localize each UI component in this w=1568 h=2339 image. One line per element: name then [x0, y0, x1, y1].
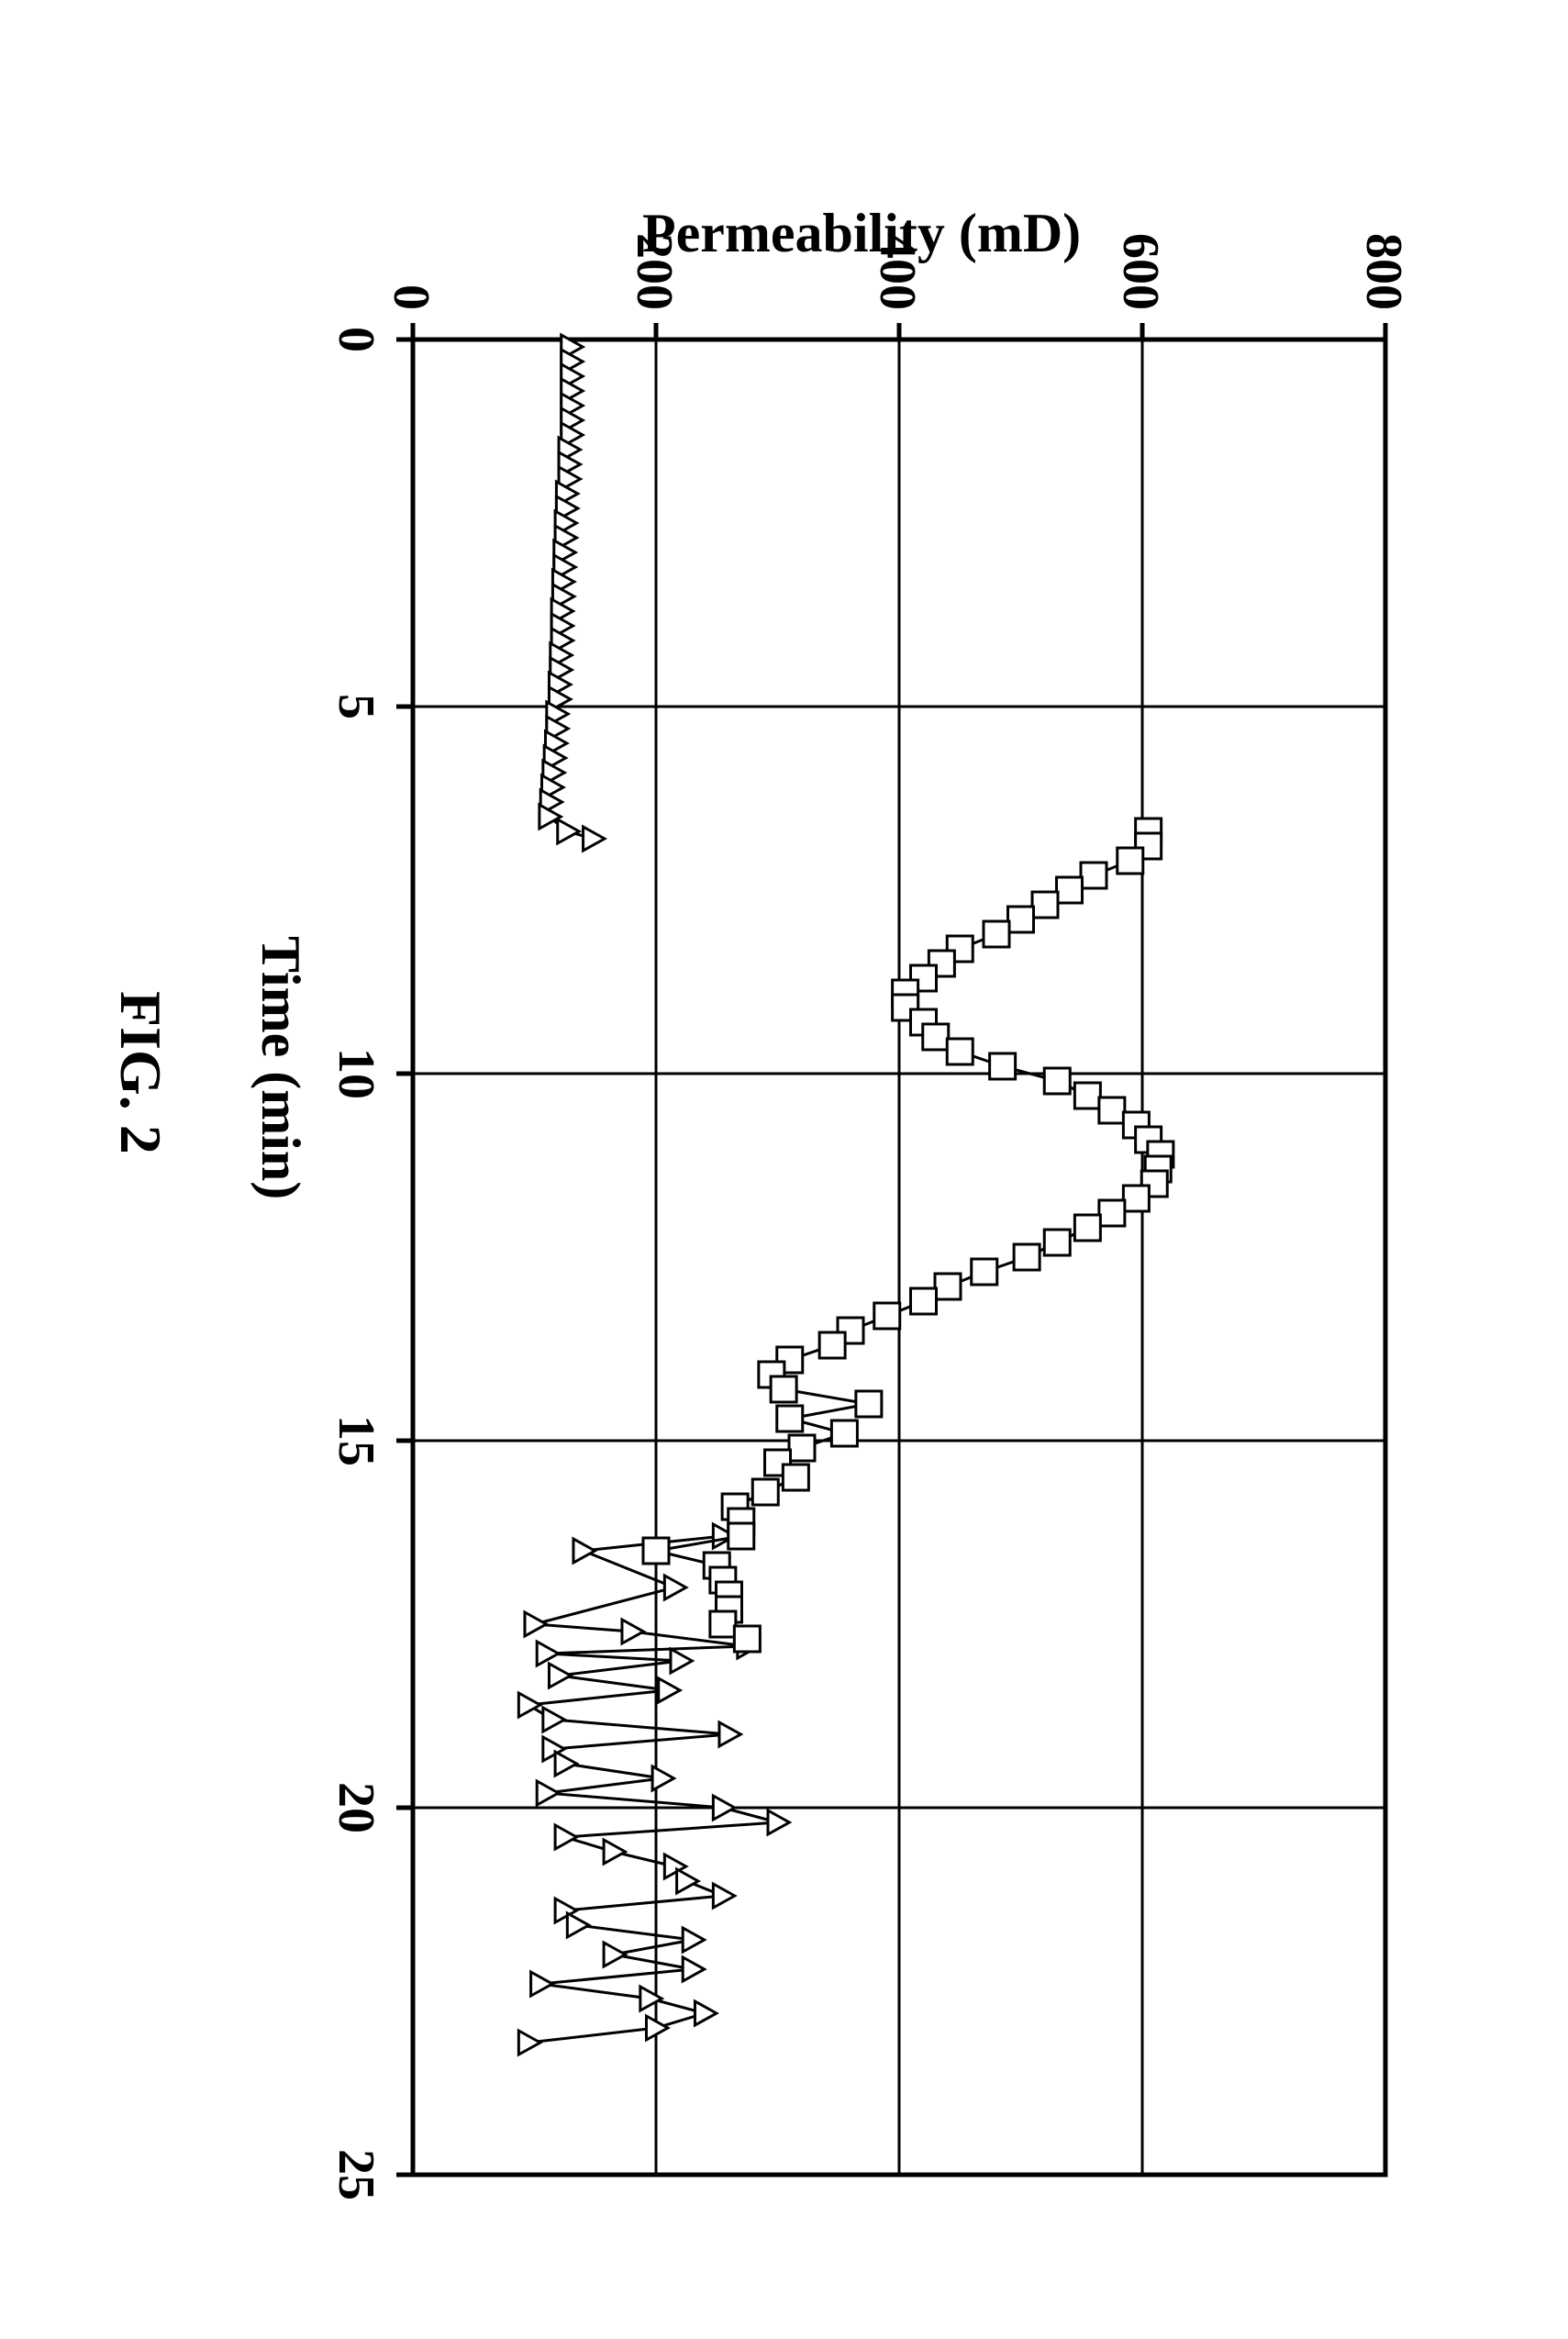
svg-text:5: 5 [328, 694, 384, 719]
svg-text:25: 25 [328, 2149, 384, 2200]
svg-text:0: 0 [383, 284, 439, 310]
x-axis-label: Time (min) [249, 936, 312, 1199]
page: 05101520250200400600800 Time (min) Perme… [0, 0, 1568, 2339]
chart-container-rotated: 05101520250200400600800 Time (min) Perme… [37, 165, 1422, 2202]
permeability-chart: 05101520250200400600800 [275, 165, 1422, 2202]
svg-text:800: 800 [1355, 233, 1412, 310]
svg-text:10: 10 [328, 1048, 384, 1099]
svg-text:15: 15 [328, 1415, 384, 1466]
svg-text:20: 20 [328, 1782, 384, 1833]
figure-caption: FIG. 2 [106, 991, 174, 1154]
svg-text:0: 0 [328, 327, 384, 352]
y-axis-label: Permeability (mD) [642, 202, 1081, 265]
svg-text:600: 600 [1112, 233, 1169, 310]
